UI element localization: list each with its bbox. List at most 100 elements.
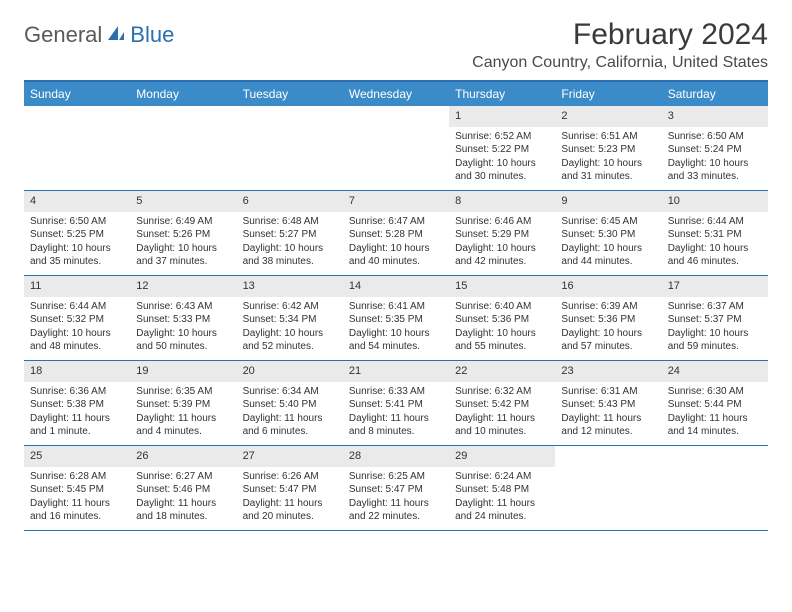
day-cell: 2Sunrise: 6:51 AMSunset: 5:23 PMDaylight… xyxy=(555,106,661,190)
day-body: Sunrise: 6:52 AMSunset: 5:22 PMDaylight:… xyxy=(449,127,555,190)
day-cell: 13Sunrise: 6:42 AMSunset: 5:34 PMDayligh… xyxy=(237,276,343,360)
day-body: Sunrise: 6:43 AMSunset: 5:33 PMDaylight:… xyxy=(130,297,236,360)
day-cell: 20Sunrise: 6:34 AMSunset: 5:40 PMDayligh… xyxy=(237,361,343,445)
week-row: 1Sunrise: 6:52 AMSunset: 5:22 PMDaylight… xyxy=(24,106,768,191)
daylight-text: Daylight: 10 hours and 48 minutes. xyxy=(30,327,124,354)
sunrise-text: Sunrise: 6:51 AM xyxy=(561,130,655,144)
sunset-text: Sunset: 5:37 PM xyxy=(668,313,762,327)
day-number: 15 xyxy=(449,276,555,297)
daylight-text: Daylight: 11 hours and 22 minutes. xyxy=(349,497,443,524)
month-title: February 2024 xyxy=(472,18,768,52)
day-number: 11 xyxy=(24,276,130,297)
day-header: Monday xyxy=(130,82,236,106)
day-body: Sunrise: 6:45 AMSunset: 5:30 PMDaylight:… xyxy=(555,212,661,275)
sunrise-text: Sunrise: 6:43 AM xyxy=(136,300,230,314)
day-cell: 1Sunrise: 6:52 AMSunset: 5:22 PMDaylight… xyxy=(449,106,555,190)
daylight-text: Daylight: 10 hours and 37 minutes. xyxy=(136,242,230,269)
daylight-text: Daylight: 11 hours and 12 minutes. xyxy=(561,412,655,439)
sunset-text: Sunset: 5:47 PM xyxy=(243,483,337,497)
day-cell: 9Sunrise: 6:45 AMSunset: 5:30 PMDaylight… xyxy=(555,191,661,275)
day-body: Sunrise: 6:30 AMSunset: 5:44 PMDaylight:… xyxy=(662,382,768,445)
day-cell: 28Sunrise: 6:25 AMSunset: 5:47 PMDayligh… xyxy=(343,446,449,530)
sunset-text: Sunset: 5:32 PM xyxy=(30,313,124,327)
sunrise-text: Sunrise: 6:33 AM xyxy=(349,385,443,399)
day-number: 19 xyxy=(130,361,236,382)
daylight-text: Daylight: 11 hours and 8 minutes. xyxy=(349,412,443,439)
sunrise-text: Sunrise: 6:31 AM xyxy=(561,385,655,399)
day-cell: 7Sunrise: 6:47 AMSunset: 5:28 PMDaylight… xyxy=(343,191,449,275)
day-header: Wednesday xyxy=(343,82,449,106)
daylight-text: Daylight: 11 hours and 10 minutes. xyxy=(455,412,549,439)
day-cell: 23 Sunrise: 6:31 AMSunset: 5:43 PMDayligh… xyxy=(555,361,661,445)
day-number xyxy=(24,106,130,112)
daylight-text: Daylight: 10 hours and 52 minutes. xyxy=(243,327,337,354)
day-cell: 6Sunrise: 6:48 AMSunset: 5:27 PMDaylight… xyxy=(237,191,343,275)
sunrise-text: Sunrise: 6:24 AM xyxy=(455,470,549,484)
day-number xyxy=(343,106,449,112)
sunrise-text: Sunrise: 6:49 AM xyxy=(136,215,230,229)
daylight-text: Daylight: 10 hours and 31 minutes. xyxy=(561,157,655,184)
sunrise-text: Sunrise: 6:34 AM xyxy=(243,385,337,399)
day-body: Sunrise: 6:44 AMSunset: 5:32 PMDaylight:… xyxy=(24,297,130,360)
day-body: Sunrise: 6:39 AMSunset: 5:36 PMDaylight:… xyxy=(555,297,661,360)
day-header: Saturday xyxy=(662,82,768,106)
day-cell: 12Sunrise: 6:43 AMSunset: 5:33 PMDayligh… xyxy=(130,276,236,360)
day-number: 12 xyxy=(130,276,236,297)
day-cell: 24Sunrise: 6:30 AMSunset: 5:44 PMDayligh… xyxy=(662,361,768,445)
sunrise-text: Sunrise: 6:50 AM xyxy=(668,130,762,144)
sunset-text: Sunset: 5:47 PM xyxy=(349,483,443,497)
day-body: Sunrise: 6:44 AMSunset: 5:31 PMDaylight:… xyxy=(662,212,768,275)
day-cell: 18Sunrise: 6:36 AMSunset: 5:38 PMDayligh… xyxy=(24,361,130,445)
sunrise-text: Sunrise: 6:47 AM xyxy=(349,215,443,229)
day-cell: 21 Sunrise: 6:33 AMSunset: 5:41 PMDayligh… xyxy=(343,361,449,445)
sunset-text: Sunset: 5:43 PM xyxy=(561,398,655,412)
sunrise-text: Sunrise: 6:44 AM xyxy=(668,215,762,229)
sunset-text: Sunset: 5:38 PM xyxy=(30,398,124,412)
header: General Blue February 2024 Canyon Countr… xyxy=(24,18,768,72)
day-cell: 11Sunrise: 6:44 AMSunset: 5:32 PMDayligh… xyxy=(24,276,130,360)
day-number xyxy=(237,106,343,112)
day-number: 16 xyxy=(555,276,661,297)
daylight-text: Daylight: 11 hours and 6 minutes. xyxy=(243,412,337,439)
sunrise-text: Sunrise: 6:45 AM xyxy=(561,215,655,229)
logo-text-general: General xyxy=(24,22,102,48)
day-number: 25 xyxy=(24,446,130,467)
sail-icon xyxy=(106,24,126,47)
sunset-text: Sunset: 5:22 PM xyxy=(455,143,549,157)
day-header: Thursday xyxy=(449,82,555,106)
day-number: 23 xyxy=(555,361,661,382)
sunrise-text: Sunrise: 6:30 AM xyxy=(668,385,762,399)
sunset-text: Sunset: 5:45 PM xyxy=(30,483,124,497)
daylight-text: Daylight: 10 hours and 54 minutes. xyxy=(349,327,443,354)
daylight-text: Daylight: 10 hours and 35 minutes. xyxy=(30,242,124,269)
sunrise-text: Sunrise: 6:35 AM xyxy=(136,385,230,399)
daylight-text: Daylight: 11 hours and 14 minutes. xyxy=(668,412,762,439)
day-cell xyxy=(555,446,661,530)
sunrise-text: Sunrise: 6:48 AM xyxy=(243,215,337,229)
sunrise-text: Sunrise: 6:32 AM xyxy=(455,385,549,399)
sunset-text: Sunset: 5:27 PM xyxy=(243,228,337,242)
week-row: 4Sunrise: 6:50 AMSunset: 5:25 PMDaylight… xyxy=(24,191,768,276)
sunset-text: Sunset: 5:41 PM xyxy=(349,398,443,412)
sunset-text: Sunset: 5:34 PM xyxy=(243,313,337,327)
day-cell: 15Sunrise: 6:40 AMSunset: 5:36 PMDayligh… xyxy=(449,276,555,360)
day-number: 8 xyxy=(449,191,555,212)
day-body: Sunrise: 6:36 AMSunset: 5:38 PMDaylight:… xyxy=(24,382,130,445)
day-cell xyxy=(24,106,130,190)
sunrise-text: Sunrise: 6:37 AM xyxy=(668,300,762,314)
day-cell: 26Sunrise: 6:27 AMSunset: 5:46 PMDayligh… xyxy=(130,446,236,530)
sunrise-text: Sunrise: 6:40 AM xyxy=(455,300,549,314)
calendar: Sunday Monday Tuesday Wednesday Thursday… xyxy=(24,80,768,531)
day-number: 14 xyxy=(343,276,449,297)
sunset-text: Sunset: 5:30 PM xyxy=(561,228,655,242)
sunrise-text: Sunrise: 6:39 AM xyxy=(561,300,655,314)
day-cell: 4Sunrise: 6:50 AMSunset: 5:25 PMDaylight… xyxy=(24,191,130,275)
day-number: 4 xyxy=(24,191,130,212)
daylight-text: Daylight: 10 hours and 50 minutes. xyxy=(136,327,230,354)
day-cell: 22Sunrise: 6:32 AMSunset: 5:42 PMDayligh… xyxy=(449,361,555,445)
sunset-text: Sunset: 5:33 PM xyxy=(136,313,230,327)
day-number: 21 xyxy=(343,361,449,382)
day-body: Sunrise: 6:49 AMSunset: 5:26 PMDaylight:… xyxy=(130,212,236,275)
day-body: Sunrise: 6:50 AMSunset: 5:25 PMDaylight:… xyxy=(24,212,130,275)
day-body: Sunrise: 6:37 AMSunset: 5:37 PMDaylight:… xyxy=(662,297,768,360)
